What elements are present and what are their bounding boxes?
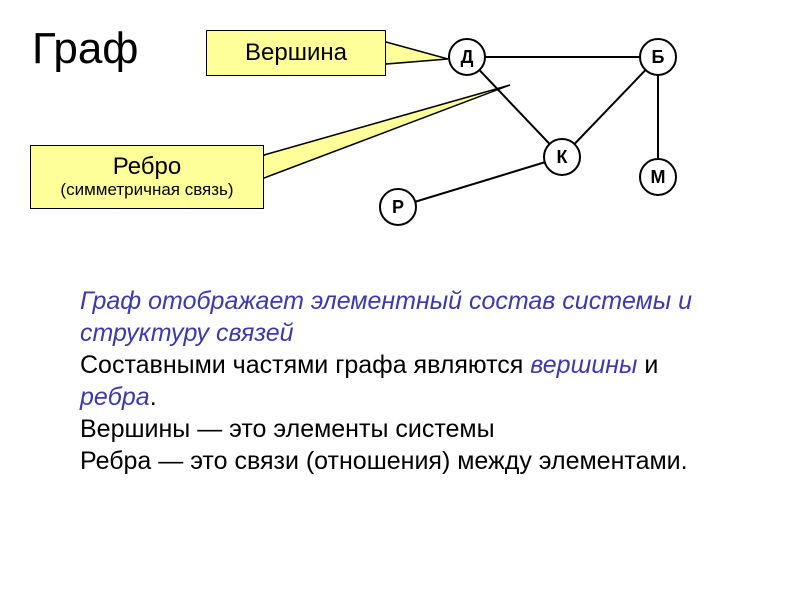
body-segment: Ребра — это связи (отношения) между элем… (80, 447, 688, 475)
graph-edge (467, 57, 562, 157)
body-segment: . (150, 383, 157, 411)
graph-node-label: К (557, 147, 569, 167)
body-segment: Граф отображает элементный состав систем… (80, 287, 692, 347)
callout-wedge-edge (264, 85, 510, 178)
body-segment: Вершины — это элементы системы (80, 415, 495, 443)
page-title: Граф (32, 24, 139, 74)
body-segment: вершины (530, 351, 637, 379)
callout-wedge-vertex (386, 42, 448, 64)
graph-node-label: Р (392, 197, 404, 217)
graph-edge (398, 157, 562, 207)
callout-edge-line1: Ребро (113, 154, 181, 180)
body-segment: ребра (80, 383, 150, 411)
slide: Д Б К М Р Граф Вершина Ребро (симметричная с… (0, 0, 800, 600)
callout-edge-line2: (симметричная связь) (60, 181, 233, 200)
graph-edge (562, 57, 658, 157)
callout-vertex: Вершина (206, 30, 386, 76)
graph-node-label: Д (461, 47, 474, 67)
body-segment: Составными частями графа являются (80, 351, 530, 379)
body-segment: и (637, 351, 658, 379)
callout-edge: Ребро (симметричная связь) (30, 145, 264, 209)
graph-node-label: М (651, 167, 666, 187)
body-text: Граф отображает элементный состав систем… (80, 285, 720, 477)
callout-vertex-label: Вершина (245, 40, 347, 66)
graph-node-label: Б (652, 47, 665, 67)
